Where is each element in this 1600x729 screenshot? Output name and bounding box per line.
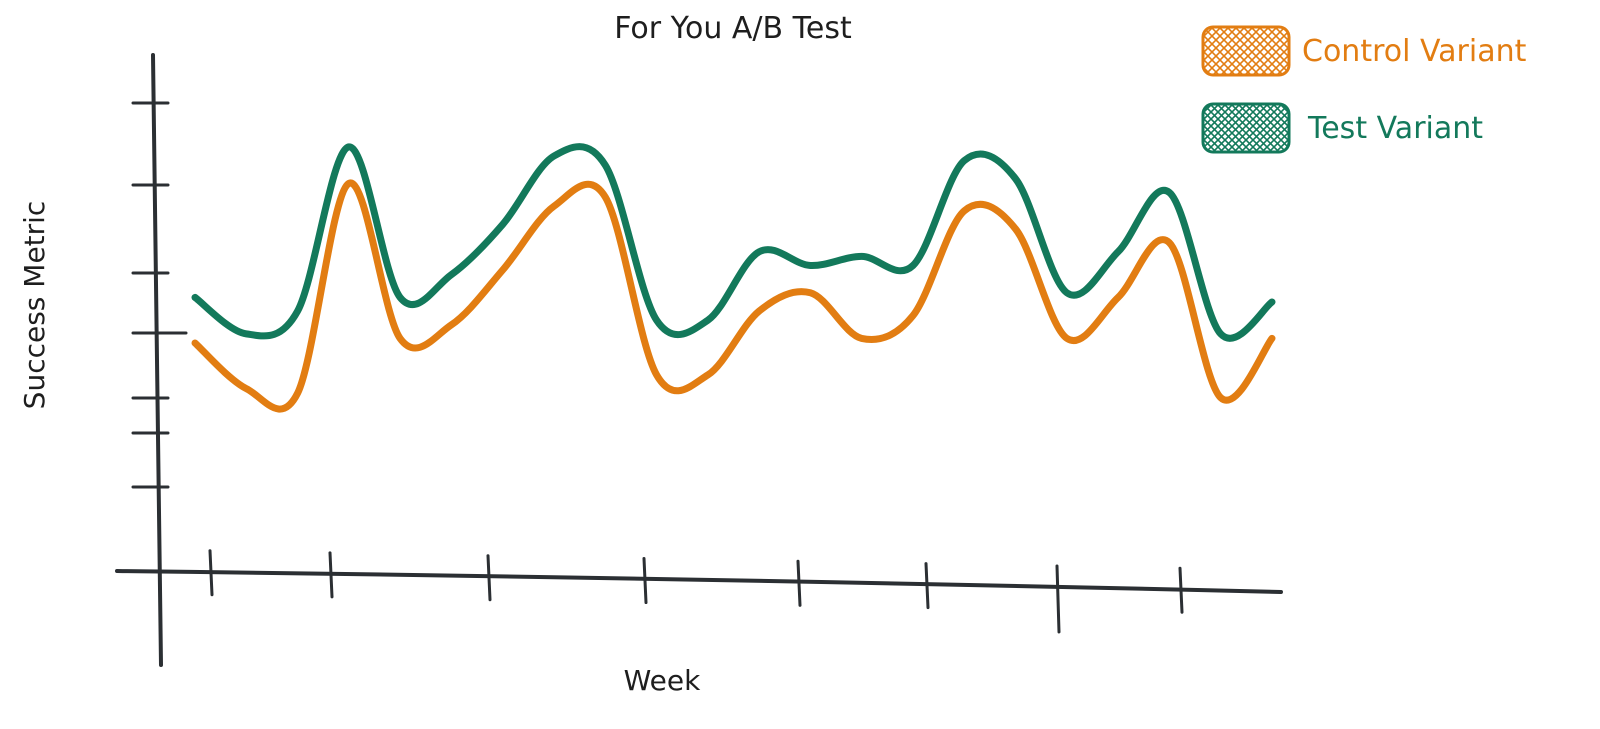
series-line-test xyxy=(191,143,1276,342)
y-axis-ticks xyxy=(131,101,188,489)
x-tick xyxy=(328,551,334,599)
x-axis-line xyxy=(115,569,1283,594)
legend-swatch xyxy=(1201,25,1291,77)
x-tick xyxy=(1055,564,1061,634)
legend: Control Variant Test Variant xyxy=(1201,25,1527,154)
legend-label: Test Variant xyxy=(1307,111,1483,146)
x-tick xyxy=(642,557,648,605)
y-axis-label: Success Metric xyxy=(18,201,51,410)
x-tick xyxy=(208,549,214,597)
series-layer xyxy=(191,143,1276,413)
legend-label: Control Variant xyxy=(1302,34,1527,69)
x-tick xyxy=(486,554,492,602)
legend-swatch xyxy=(1201,102,1291,154)
y-axis-line xyxy=(151,53,163,667)
x-tick xyxy=(1178,566,1184,614)
x-axis-ticks xyxy=(208,549,1184,634)
x-axis-label: Week xyxy=(624,664,701,697)
series-line-control xyxy=(191,179,1276,413)
x-tick xyxy=(924,562,930,610)
chart-title: For You A/B Test xyxy=(614,11,852,46)
x-tick xyxy=(796,559,802,607)
